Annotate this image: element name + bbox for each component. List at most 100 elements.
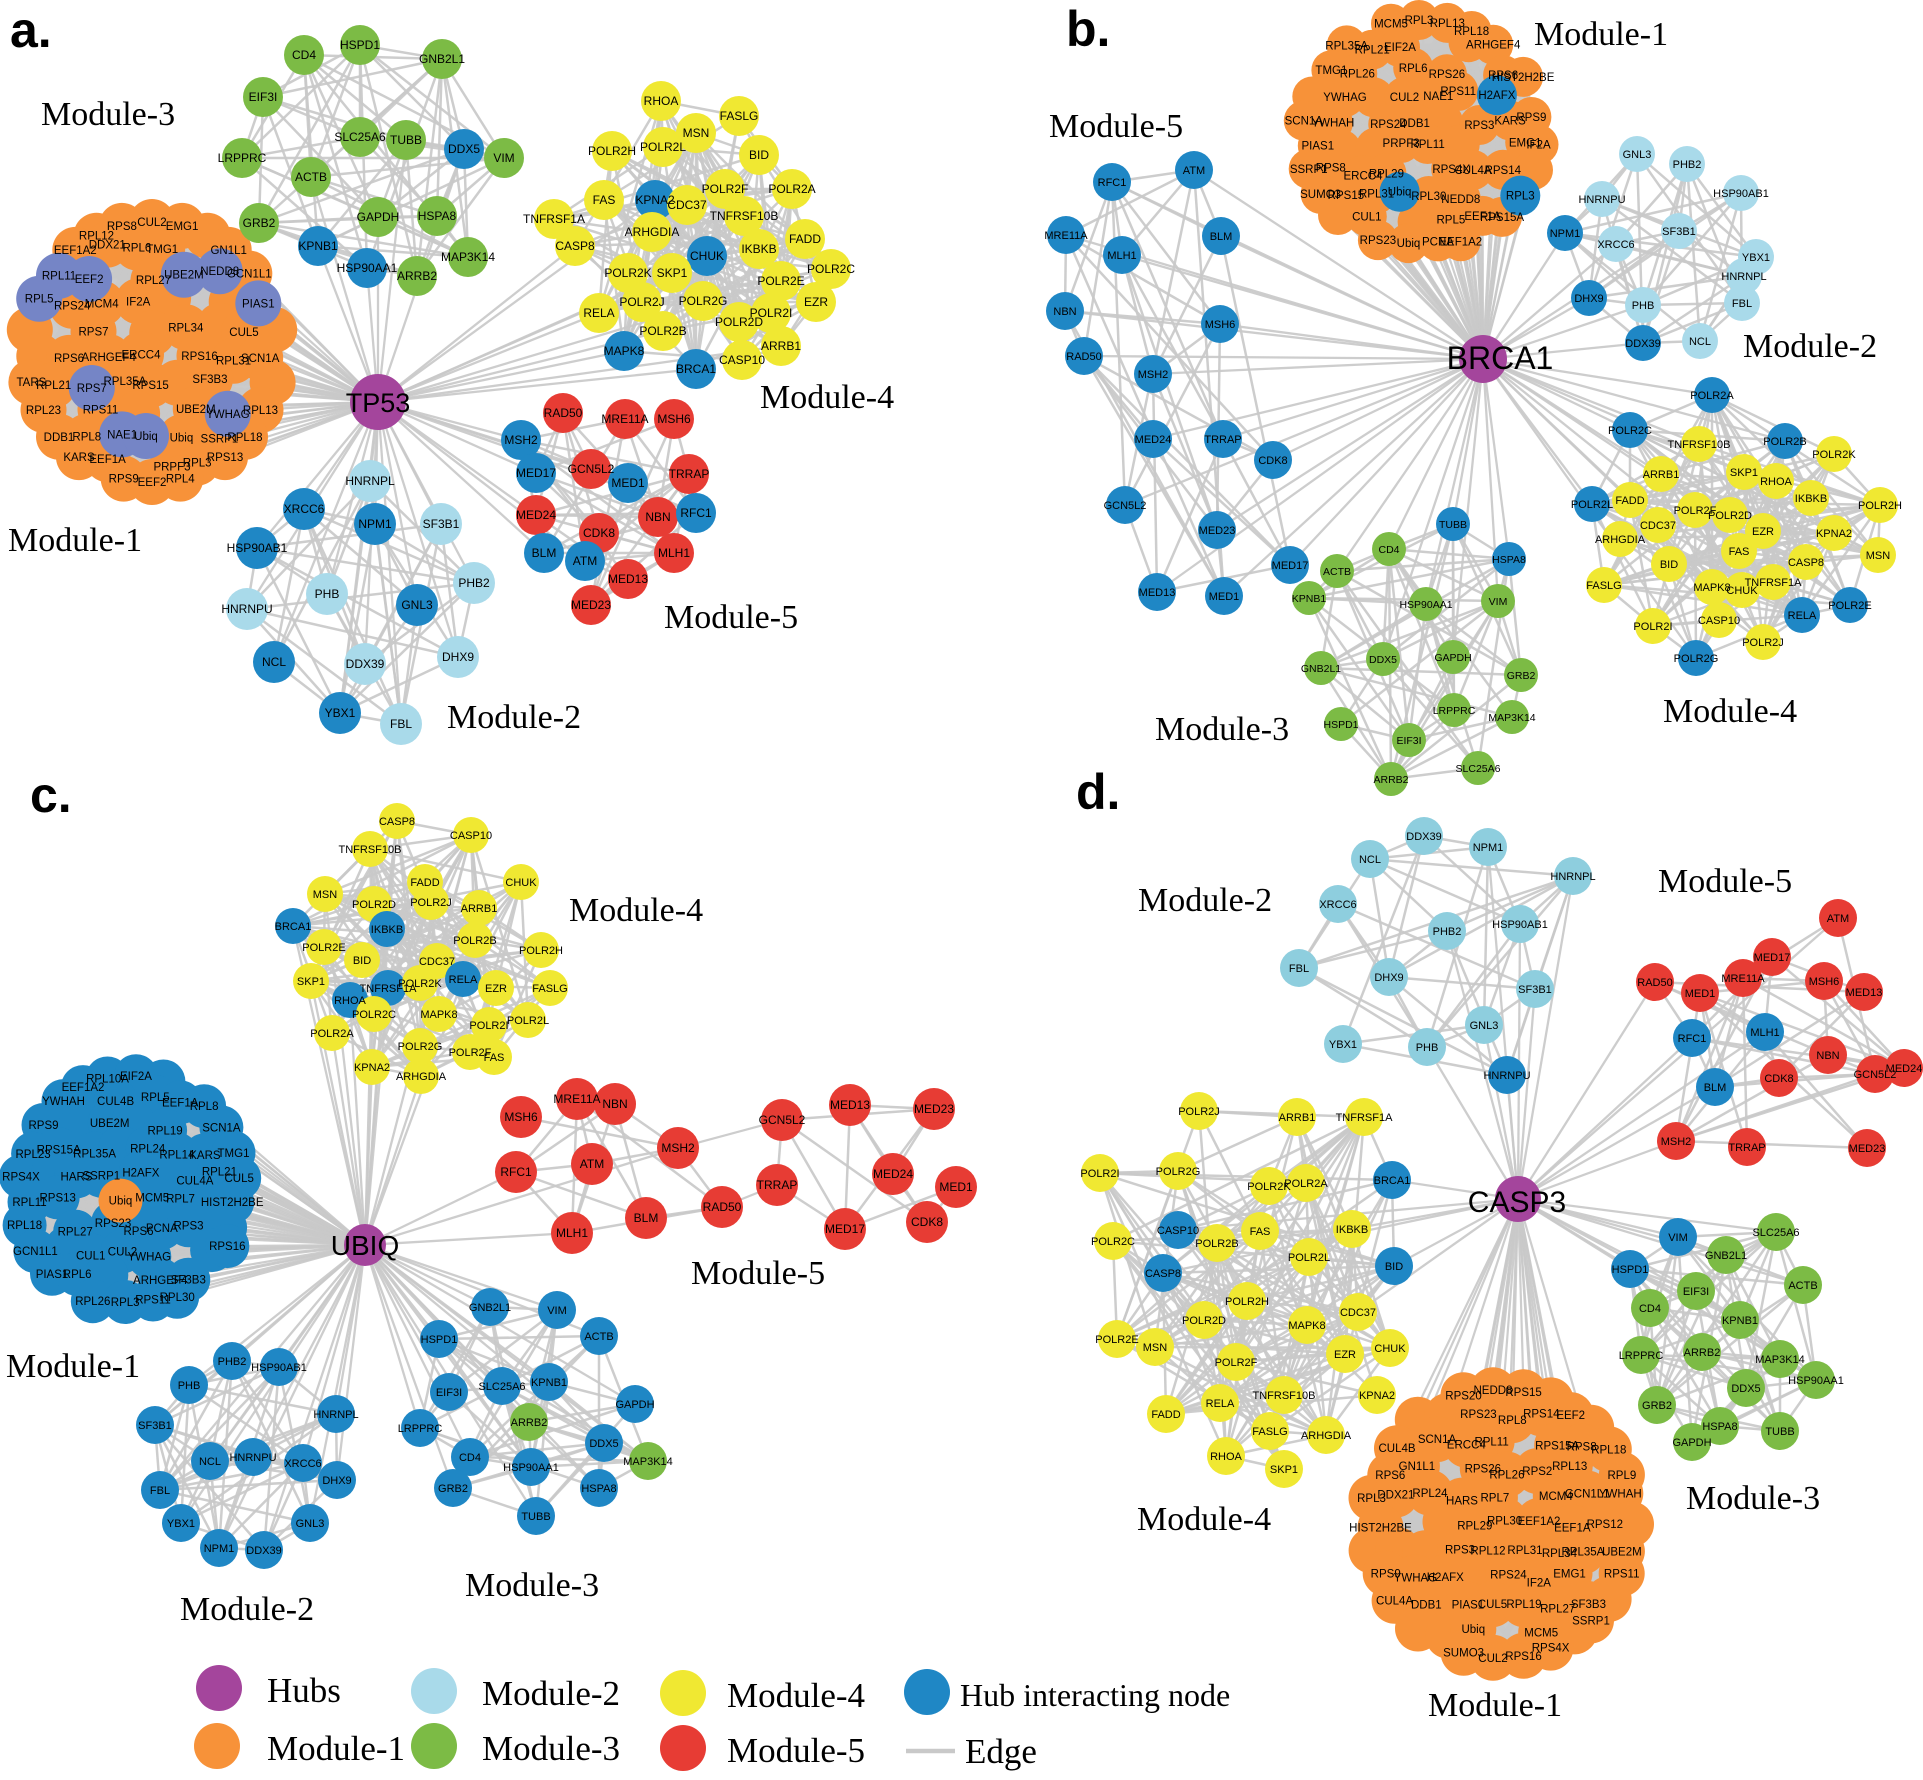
svg-text:Hub interacting node: Hub interacting node — [960, 1677, 1230, 1713]
svg-text:MAP3K14: MAP3K14 — [1488, 712, 1535, 724]
svg-text:TNFRSF10B: TNFRSF10B — [339, 844, 402, 856]
svg-text:YWHAH: YWHAH — [42, 1096, 85, 1108]
svg-text:TUBB: TUBB — [1765, 1426, 1794, 1438]
svg-text:RPS7: RPS7 — [78, 326, 108, 338]
svg-text:RPS13: RPS13 — [39, 1192, 75, 1204]
svg-text:DDB1: DDB1 — [44, 432, 75, 444]
svg-text:ARRB1: ARRB1 — [761, 339, 801, 353]
svg-text:ARHGEF4: ARHGEF4 — [1466, 40, 1521, 52]
svg-text:SF3B1: SF3B1 — [1518, 984, 1552, 996]
svg-text:XRCC6: XRCC6 — [1319, 899, 1356, 911]
svg-text:RPL8: RPL8 — [190, 1101, 219, 1113]
svg-text:GAPDH: GAPDH — [1434, 652, 1471, 664]
svg-text:CASP3: CASP3 — [1468, 1186, 1566, 1219]
svg-text:RPL23: RPL23 — [26, 405, 61, 417]
svg-text:MED13: MED13 — [1139, 587, 1176, 599]
svg-text:RPS16: RPS16 — [209, 1241, 245, 1253]
svg-text:ACTB: ACTB — [1323, 566, 1351, 578]
svg-text:MED1: MED1 — [611, 476, 645, 490]
svg-text:DHX9: DHX9 — [322, 1475, 351, 1487]
svg-text:ATM: ATM — [573, 554, 597, 568]
svg-text:GCN5L2: GCN5L2 — [568, 462, 615, 476]
svg-text:Module-4: Module-4 — [1663, 693, 1797, 730]
svg-text:PHB2: PHB2 — [1433, 926, 1462, 938]
svg-text:MAP3K14: MAP3K14 — [441, 250, 495, 264]
svg-text:TUBB: TUBB — [1439, 519, 1467, 531]
svg-text:EEF2: EEF2 — [1556, 1410, 1585, 1422]
svg-text:VIM: VIM — [493, 151, 514, 165]
svg-text:HNRNPL: HNRNPL — [1721, 271, 1766, 283]
svg-text:RPS3: RPS3 — [173, 1220, 203, 1232]
svg-text:POLR2G: POLR2G — [1156, 1166, 1201, 1178]
svg-text:SLC25A6: SLC25A6 — [334, 130, 386, 144]
svg-text:DDX39: DDX39 — [1406, 831, 1441, 843]
svg-text:CDK8: CDK8 — [583, 526, 615, 540]
svg-text:BRCA1: BRCA1 — [1447, 340, 1554, 376]
svg-text:FBL: FBL — [1732, 298, 1752, 310]
svg-text:GRB2: GRB2 — [1507, 670, 1536, 682]
svg-text:Ubiq: Ubiq — [1397, 238, 1421, 250]
svg-text:MAP3K14: MAP3K14 — [1755, 1354, 1805, 1366]
svg-text:RELA: RELA — [1206, 1398, 1235, 1410]
svg-text:GNB2L1: GNB2L1 — [1301, 663, 1341, 675]
svg-text:MAP3K14: MAP3K14 — [623, 1456, 673, 1468]
svg-text:RPS9: RPS9 — [28, 1120, 58, 1132]
svg-text:HIST2H2BE: HIST2H2BE — [1349, 1522, 1412, 1534]
svg-text:FAS: FAS — [1729, 546, 1750, 558]
svg-text:GCN5L2: GCN5L2 — [1104, 500, 1147, 512]
svg-text:PHB2: PHB2 — [218, 1356, 247, 1368]
svg-text:EMG1: EMG1 — [1553, 1568, 1586, 1580]
svg-text:SF3B1: SF3B1 — [423, 517, 460, 531]
svg-text:DDB1: DDB1 — [1399, 118, 1430, 130]
svg-text:MAPK8: MAPK8 — [604, 344, 645, 358]
svg-text:ERCC4: ERCC4 — [122, 349, 162, 361]
svg-text:RPL3: RPL3 — [1506, 191, 1535, 203]
svg-text:EMG1: EMG1 — [166, 221, 199, 233]
svg-text:DHX9: DHX9 — [1374, 972, 1403, 984]
svg-text:CDC37: CDC37 — [667, 198, 707, 212]
svg-text:ARHGDIA: ARHGDIA — [1301, 1430, 1352, 1442]
svg-text:FBL: FBL — [390, 717, 412, 731]
svg-text:Module-5: Module-5 — [1049, 108, 1183, 145]
svg-text:CASP8: CASP8 — [1788, 557, 1824, 569]
svg-text:NCL: NCL — [199, 1456, 221, 1468]
svg-text:RPL35A: RPL35A — [1561, 1546, 1604, 1558]
svg-text:HSPD1: HSPD1 — [340, 38, 380, 52]
svg-text:RPL19: RPL19 — [148, 1126, 183, 1138]
svg-text:POLR2C: POLR2C — [352, 1009, 396, 1021]
svg-text:CD4: CD4 — [292, 48, 316, 62]
svg-text:ATM: ATM — [1183, 165, 1205, 177]
svg-text:CASP10: CASP10 — [1157, 1225, 1199, 1237]
svg-text:HSP90AA1: HSP90AA1 — [1399, 599, 1452, 611]
svg-text:TNFRSF1A: TNFRSF1A — [523, 212, 585, 226]
svg-text:Module-5: Module-5 — [1658, 863, 1792, 900]
svg-text:RPS16: RPS16 — [181, 351, 217, 363]
svg-text:Ubiq: Ubiq — [1461, 1624, 1485, 1636]
svg-text:RPL11: RPL11 — [1474, 1437, 1508, 1449]
svg-text:BID: BID — [1385, 1261, 1403, 1273]
svg-text:FADD: FADD — [410, 877, 439, 889]
svg-text:Module-2: Module-2 — [1138, 882, 1272, 919]
svg-text:Module-2: Module-2 — [447, 699, 581, 736]
svg-text:GRB2: GRB2 — [243, 216, 276, 230]
svg-text:RPL21: RPL21 — [36, 380, 71, 392]
svg-text:MED24: MED24 — [1135, 434, 1172, 446]
svg-text:HSP90AA1: HSP90AA1 — [337, 261, 398, 275]
svg-text:RPL35A: RPL35A — [73, 1149, 116, 1161]
svg-text:H2AFX: H2AFX — [1427, 1572, 1464, 1584]
svg-text:Module-1: Module-1 — [267, 1729, 405, 1768]
svg-text:POLR2G: POLR2G — [679, 294, 728, 308]
svg-text:YBX1: YBX1 — [1329, 1039, 1357, 1051]
svg-text:a.: a. — [10, 2, 52, 58]
svg-text:CD4: CD4 — [1639, 1303, 1661, 1315]
svg-text:ARRB2: ARRB2 — [397, 269, 437, 283]
svg-text:RPL11: RPL11 — [42, 271, 76, 283]
svg-text:BLM: BLM — [1210, 231, 1233, 243]
svg-text:SCN1A: SCN1A — [202, 1122, 241, 1134]
svg-text:RPL19: RPL19 — [1506, 1599, 1541, 1611]
svg-text:ATM: ATM — [580, 1157, 604, 1171]
svg-text:GN1L1: GN1L1 — [1399, 1461, 1435, 1473]
svg-text:RHOA: RHOA — [1760, 476, 1792, 488]
svg-text:DDX39: DDX39 — [1625, 338, 1660, 350]
svg-text:MSH6: MSH6 — [1205, 319, 1236, 331]
